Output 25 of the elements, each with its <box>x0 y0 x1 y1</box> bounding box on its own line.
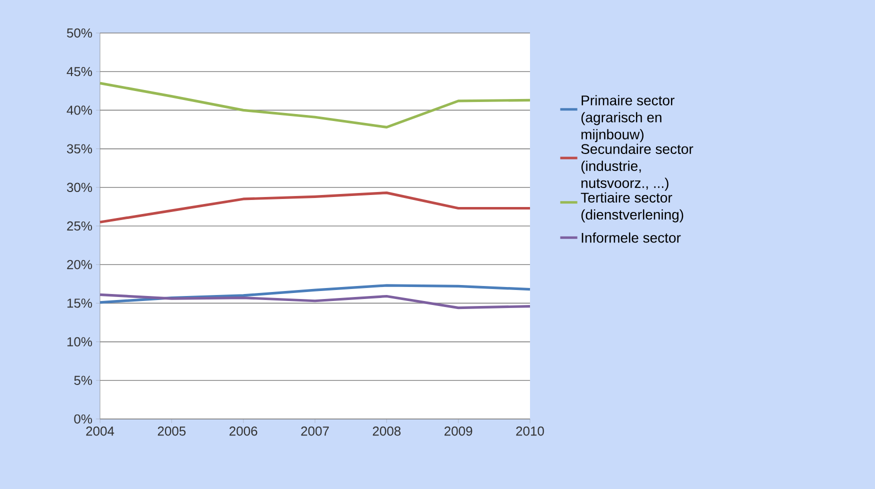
y-tick-label: 10% <box>67 337 92 346</box>
line-series <box>98 191 532 224</box>
y-tick-label: 20% <box>67 260 92 270</box>
x-tick-label: 2004 <box>86 426 114 436</box>
x-tick-label: 2010 <box>516 426 544 436</box>
y-tick-label: 35% <box>66 144 92 154</box>
x-tick-label: 2008 <box>372 426 401 436</box>
legend-label: Secundaire sector (industrie, nutsvoorz., ...) <box>581 144 694 191</box>
y-tick-label: 0% <box>74 414 92 424</box>
x-tick-label: 2007 <box>301 426 329 436</box>
line-series <box>98 82 532 128</box>
legend-label: Tertiaire sector (dienstverlening) <box>580 192 684 222</box>
x-tick-label: 2005 <box>158 426 186 436</box>
y-tick-label: 40% <box>66 106 92 115</box>
y-tick-label: 30% <box>66 182 92 192</box>
y-tick-label: 25% <box>67 221 92 231</box>
y-tick-label: 15% <box>67 298 92 308</box>
y-tick-label: 50% <box>66 28 92 38</box>
y-tick-label: 5% <box>74 376 92 385</box>
x-tick-label: 2006 <box>230 426 258 436</box>
x-tick-label: 2009 <box>444 426 472 436</box>
line-series <box>98 293 532 310</box>
legend-label: Primaire sector (agrarisch en mijnbouw) <box>581 95 674 142</box>
legend-label: Informele sector <box>582 232 681 243</box>
y-tick-label: 45% <box>66 67 92 76</box>
